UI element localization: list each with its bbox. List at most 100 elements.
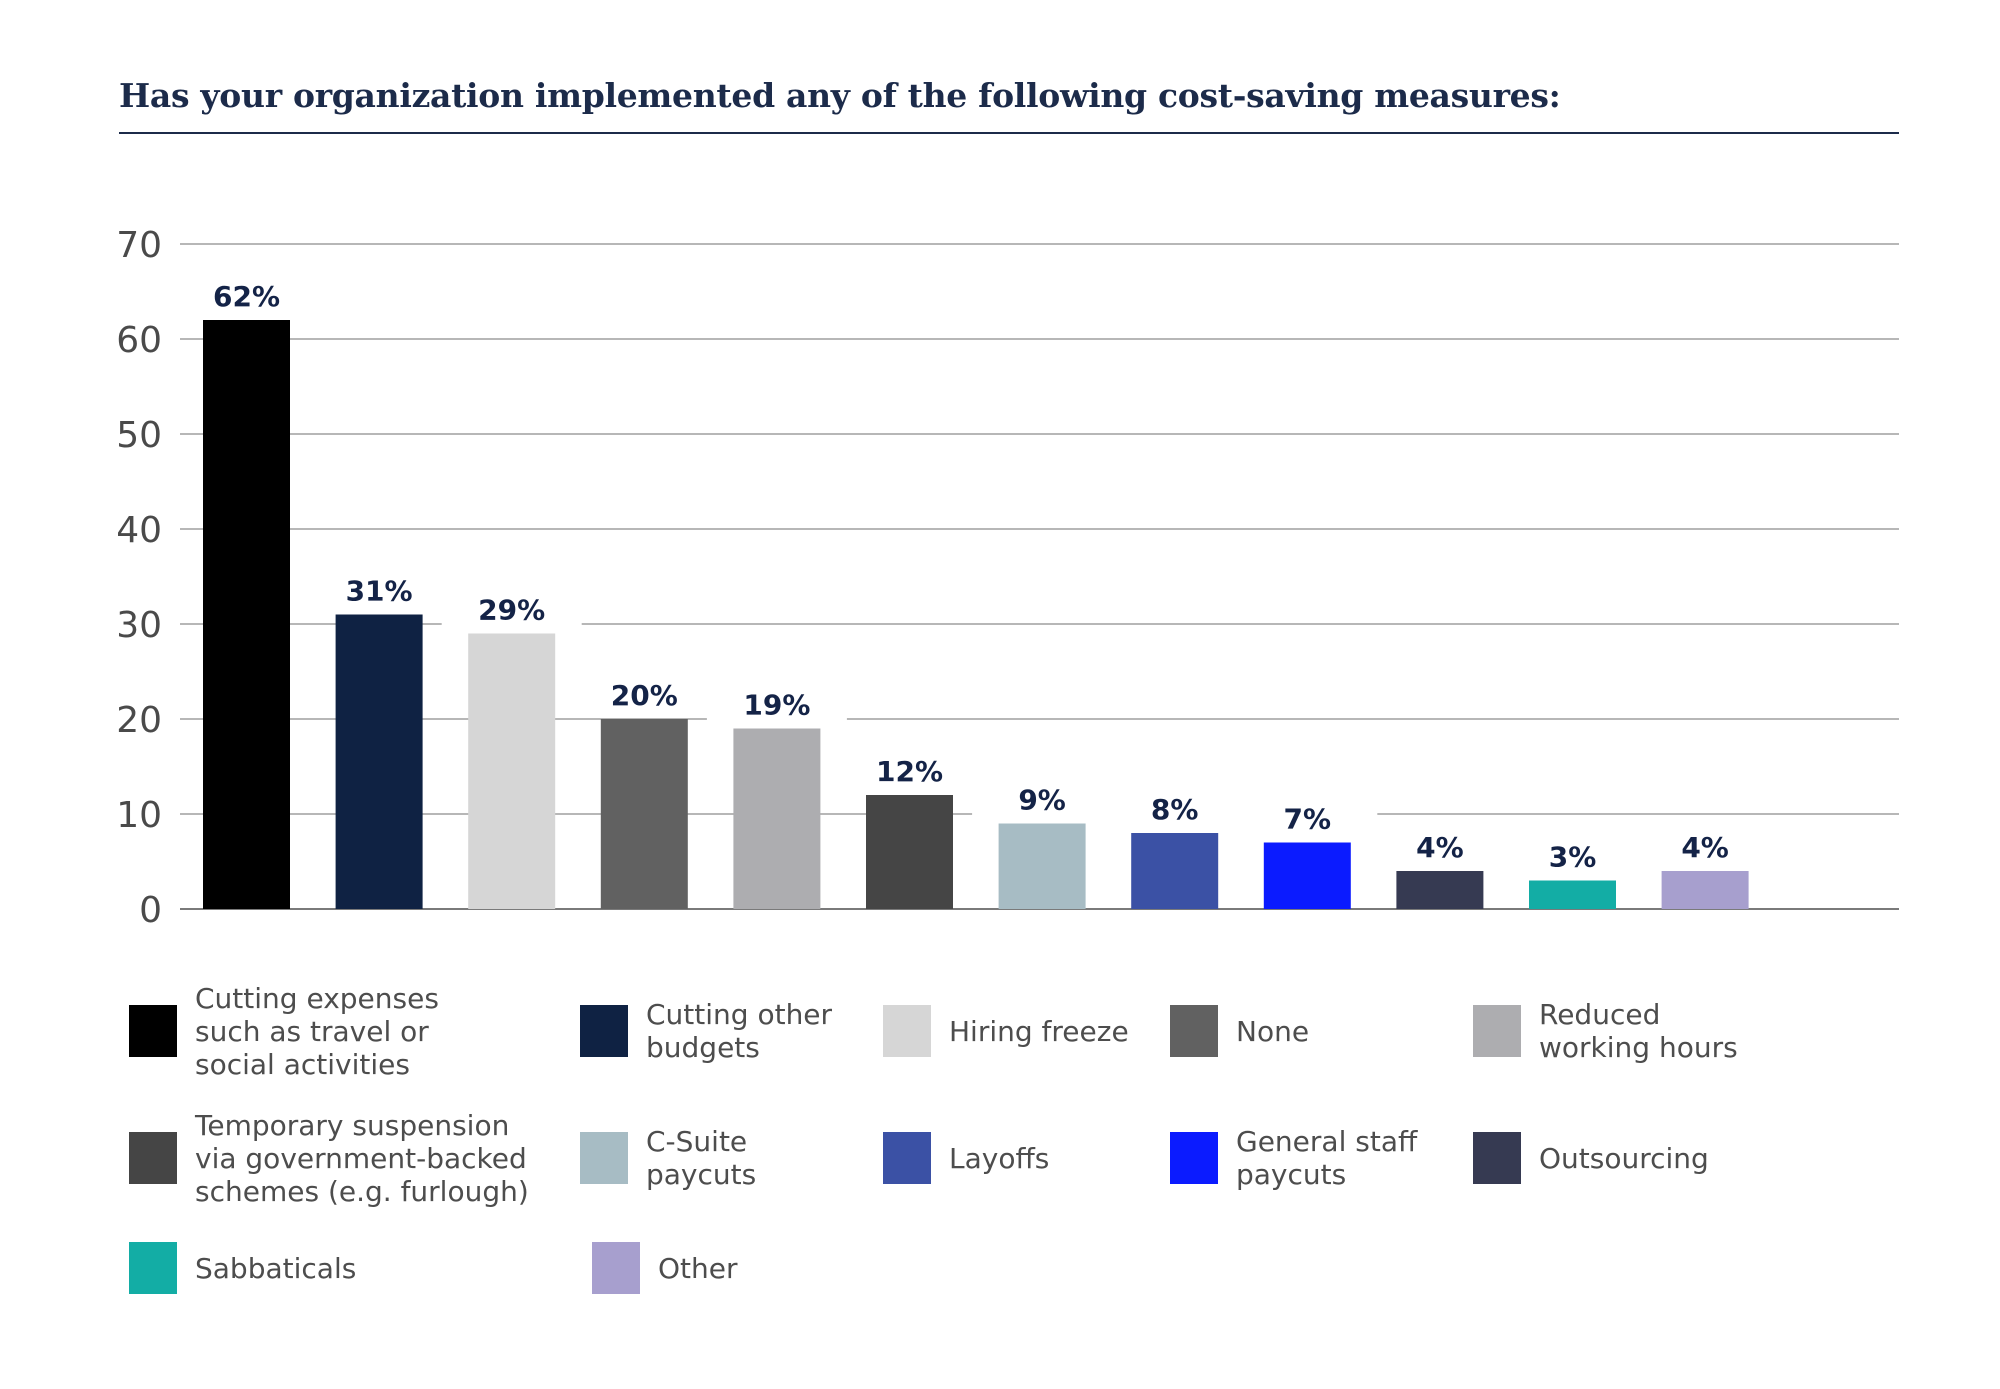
y-tick-label: 50 — [116, 415, 162, 456]
bar-4 — [600, 719, 688, 909]
legend-label-line: None — [1236, 1014, 1310, 1048]
bar-6 — [866, 795, 953, 909]
legend-label-line: paycuts — [1236, 1158, 1347, 1191]
legend-item: Layoffs — [883, 1132, 1049, 1184]
label-backdrop — [1635, 823, 1776, 867]
label-backdrop — [176, 272, 317, 316]
legend-label: Cutting other budgets — [646, 998, 832, 1064]
label-backdrop — [1502, 832, 1643, 877]
legend-label: Cutting expenses such as travel or social … — [195, 982, 439, 1081]
legend-swatch — [883, 1132, 931, 1184]
legend-item: Hiring freeze — [883, 1005, 1129, 1057]
legend-label: General staff paycuts — [1236, 1125, 1417, 1191]
legend-label-line: Other — [658, 1251, 738, 1285]
legend-label: Temporary suspension via government-backe… — [195, 1109, 529, 1208]
label-backdrop — [839, 747, 980, 791]
data-label: 7% — [1284, 803, 1332, 836]
legend-swatch — [1170, 1132, 1218, 1184]
label-backdrop — [574, 671, 715, 715]
legend-label-line: Sabbaticals — [195, 1251, 357, 1285]
legend-label-line: via government-backed — [195, 1141, 527, 1175]
legend-label: Outsourcing — [1539, 1142, 1709, 1175]
data-label: 4% — [1681, 831, 1729, 864]
y-tick-label: 40 — [116, 510, 162, 551]
y-tick-label: 20 — [116, 700, 162, 741]
data-label: 20% — [611, 679, 678, 712]
legend-label-line: budgets — [646, 1031, 760, 1064]
data-label: 8% — [1151, 793, 1199, 826]
data-label: 62% — [213, 280, 280, 313]
data-label: 31% — [346, 575, 413, 608]
data-labels: 62% 31% 29% 20% 19% 12% 9% 8% 7% 4% 3% 4% — [176, 272, 1776, 877]
legend-item: Reduced working hours — [1473, 998, 1738, 1064]
legend-label-line: paycuts — [646, 1158, 757, 1191]
legend-item: General staff paycuts — [1170, 1125, 1417, 1191]
bar-8 — [1131, 833, 1219, 909]
bar-9 — [1263, 842, 1351, 909]
y-axis-ticks: 0 10 20 30 40 50 60 70 — [116, 225, 162, 931]
title-divider — [119, 132, 1899, 134]
chart-title: Has your organization implemented any of… — [119, 76, 1561, 115]
legend-item: Other — [592, 1242, 738, 1294]
legend-label-line: Cutting other — [646, 998, 833, 1031]
legend-item: None — [1170, 1005, 1309, 1057]
data-label: 3% — [1549, 841, 1597, 874]
legend-label: Other — [658, 1252, 738, 1285]
label-backdrop — [309, 566, 450, 611]
legend-swatch — [1473, 1132, 1521, 1184]
bar-5 — [733, 728, 821, 909]
label-backdrop — [1237, 794, 1378, 839]
legend-label-line: Reduced — [1539, 998, 1661, 1031]
bar-2 — [335, 614, 423, 909]
y-tick-label: 0 — [139, 890, 162, 931]
legend-label-line: social activities — [195, 1047, 410, 1081]
legend-swatch — [129, 1132, 177, 1184]
label-backdrop — [972, 775, 1113, 820]
data-label: 9% — [1018, 784, 1066, 817]
legend-swatch — [592, 1242, 640, 1294]
legend-label-line: schemes (e.g. furlough) — [195, 1174, 529, 1208]
legend-label: Reduced working hours — [1539, 998, 1738, 1064]
legend-swatch — [129, 1005, 177, 1057]
legend-item: Outsourcing — [1473, 1132, 1709, 1184]
legend-swatch — [129, 1242, 177, 1294]
legend-swatch — [580, 1005, 628, 1057]
label-backdrop — [706, 680, 847, 725]
data-label: 4% — [1416, 831, 1464, 864]
legend-swatch — [1473, 1005, 1521, 1057]
bar-10 — [1396, 871, 1484, 909]
legend-label-line: General staff — [1236, 1125, 1418, 1158]
legend-item: Cutting expenses such as travel or social … — [129, 982, 439, 1081]
legend-item: C-Suite paycuts — [580, 1125, 756, 1191]
legend-label: C-Suite paycuts — [646, 1125, 756, 1191]
data-label: 19% — [743, 689, 810, 722]
y-tick-label: 70 — [116, 225, 162, 266]
legend-label-line: such as travel or — [195, 1014, 429, 1048]
label-backdrop — [441, 585, 582, 630]
legend-item: Cutting other budgets — [580, 998, 832, 1064]
legend-label: None — [1236, 1015, 1309, 1048]
legend-item: Sabbaticals — [129, 1242, 356, 1294]
data-label: 12% — [876, 755, 943, 788]
legend-swatch — [1170, 1005, 1218, 1057]
legend-label-line: Cutting expenses — [195, 981, 439, 1015]
legend-label-line: Hiring freeze — [949, 1014, 1129, 1048]
legend-label-line: C-Suite — [646, 1125, 748, 1158]
data-label: 29% — [478, 594, 545, 627]
bar-3 — [468, 633, 556, 909]
legend-item: Temporary suspension via government-backe… — [129, 1109, 529, 1208]
legend-label-line: Temporary suspension — [195, 1108, 510, 1142]
legend-swatch — [883, 1005, 931, 1057]
legend-label-line: Outsourcing — [1539, 1141, 1709, 1175]
legend-label: Hiring freeze — [949, 1015, 1129, 1048]
label-backdrop — [1104, 785, 1245, 829]
legend-swatch — [580, 1132, 628, 1184]
legend-label: Sabbaticals — [195, 1252, 356, 1285]
label-backdrop — [1369, 823, 1510, 867]
y-tick-label: 60 — [116, 320, 162, 361]
bar-1 — [203, 320, 290, 909]
y-tick-label: 10 — [116, 795, 162, 836]
legend-label-line: working hours — [1539, 1031, 1738, 1064]
